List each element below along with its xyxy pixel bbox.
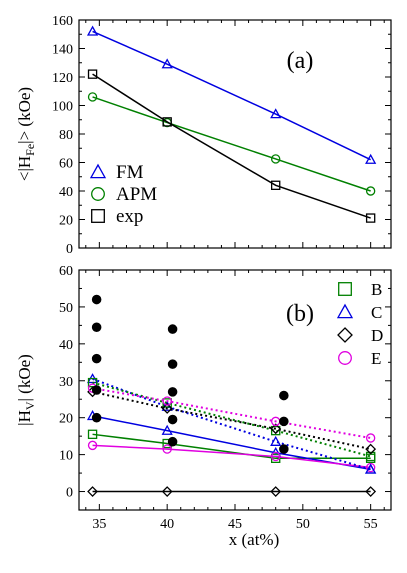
series-line-c	[92, 415, 371, 471]
data-point-apm	[270, 154, 281, 164]
data-point-unnamed	[270, 435, 282, 446]
legend-label-apm: APM	[116, 184, 157, 205]
y-tick-label: 60	[59, 157, 73, 172]
panel-label: (b)	[286, 301, 314, 327]
series-line-e	[92, 444, 371, 469]
data-point-unnamed	[91, 385, 102, 395]
data-point-d	[365, 486, 377, 497]
y-tick-label: 0	[66, 486, 73, 501]
y-tick-label: 10	[59, 449, 73, 464]
series-line-unnamed	[92, 377, 371, 471]
y-tick-label: 0	[66, 242, 73, 257]
panel-a: 0 20 40 60 80 100 120 140 160 <|HFe|> (kOe) (a) FMA…	[15, 14, 392, 257]
data-point-unnamed	[91, 412, 102, 423]
data-point-unnamed	[167, 436, 178, 447]
data-point-fm	[161, 58, 173, 69]
x-axis-label: x (at%)	[229, 530, 280, 549]
data-point-unnamed	[167, 359, 178, 369]
legend-label-exp: exp	[116, 206, 143, 227]
y-tick-label: 140	[52, 43, 73, 58]
x-tick-label: 35	[92, 517, 106, 532]
data-point-e	[162, 444, 172, 454]
data-point-apm	[87, 92, 98, 102]
data-point-e	[87, 440, 98, 451]
legend-label-c: C	[371, 303, 382, 322]
data-point-d	[270, 486, 282, 497]
data-point-unnamed	[365, 433, 376, 443]
series-line-exp	[92, 73, 371, 219]
data-point-unnamed	[279, 390, 289, 401]
data-point-c	[161, 424, 173, 435]
data-point-exp	[270, 180, 281, 191]
series-line-b	[92, 433, 371, 460]
data-point-unnamed	[161, 403, 173, 414]
data-point-unnamed	[162, 396, 172, 406]
data-point-b	[87, 429, 98, 440]
x-tick-label: 45	[228, 517, 242, 532]
legend-marker-c	[336, 303, 354, 319]
series-line-fm	[92, 30, 371, 161]
legend-marker-d	[337, 327, 353, 343]
data-point-unnamed	[365, 463, 377, 474]
data-point-exp	[162, 117, 172, 127]
data-point-exp	[365, 213, 376, 223]
series-line-unnamed	[92, 387, 371, 439]
data-point-unnamed	[167, 324, 178, 334]
y-tick-label: 160	[52, 14, 73, 29]
y-tick-label: 120	[52, 71, 73, 86]
x-tick-label: 55	[364, 517, 378, 532]
data-point-e	[365, 462, 376, 473]
data-point-unnamed	[91, 353, 102, 364]
legend-marker-e	[338, 351, 352, 365]
data-point-unnamed	[270, 423, 282, 435]
y-tick-label: 20	[59, 412, 73, 427]
data-point-unnamed	[365, 451, 376, 462]
data-point-unnamed	[365, 443, 377, 455]
data-point-apm	[365, 186, 376, 196]
series-line-apm	[92, 96, 371, 192]
data-point-unnamed	[91, 294, 102, 305]
data-point-fm	[86, 25, 99, 36]
legend-label-e: E	[371, 349, 381, 368]
data-point-d	[161, 486, 173, 497]
legend-label-fm: FM	[116, 162, 144, 183]
y-tick-label: 60	[59, 264, 73, 279]
x-tick-label: 40	[160, 517, 174, 532]
data-point-unnamed	[167, 387, 178, 397]
data-point-fm	[270, 108, 282, 119]
legend-label-d: D	[371, 326, 383, 345]
y-axis-label: <|HFe|> (kOe)	[15, 87, 37, 181]
legend-marker-b	[338, 282, 352, 296]
y-axis-label: |HV| (kOe)	[15, 354, 37, 426]
legend-marker-fm	[89, 163, 107, 179]
y-tick-label: 20	[59, 214, 73, 229]
x-tick-label: 50	[296, 517, 310, 532]
y-tick-label: 30	[59, 375, 73, 390]
data-point-d	[87, 486, 98, 497]
legend-label-b: B	[371, 280, 382, 299]
y-tick-label: 50	[59, 301, 73, 316]
data-point-unnamed	[167, 414, 178, 425]
legend-marker-exp	[91, 209, 105, 223]
data-point-unnamed	[279, 444, 289, 454]
series-line-unnamed	[92, 390, 371, 451]
data-point-unnamed	[279, 416, 289, 427]
data-point-e	[270, 451, 281, 462]
data-point-exp	[87, 69, 98, 79]
panel-label: (a)	[287, 48, 314, 74]
y-tick-label: 80	[59, 128, 73, 143]
y-tick-label: 40	[59, 185, 73, 200]
legend-marker-apm	[91, 187, 105, 201]
y-tick-label: 100	[52, 100, 73, 115]
data-point-fm	[365, 153, 377, 164]
data-point-unnamed	[91, 322, 102, 333]
y-tick-label: 40	[59, 338, 73, 353]
